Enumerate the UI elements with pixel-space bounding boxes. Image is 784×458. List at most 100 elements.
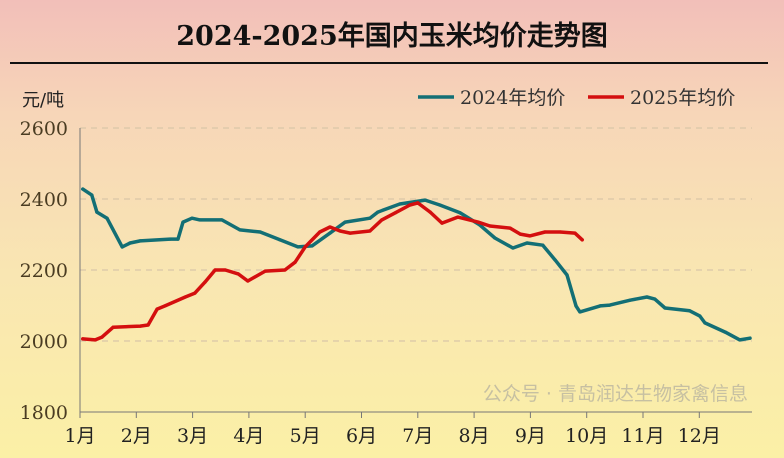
- data-point: [338, 229, 342, 233]
- x-tick-label: 11月: [621, 425, 664, 447]
- data-point: [368, 229, 372, 233]
- data-point: [518, 232, 522, 236]
- data-point: [328, 231, 332, 235]
- x-tick-label: 6月: [346, 425, 377, 447]
- x-tick-label: 1月: [64, 425, 95, 447]
- data-point: [128, 241, 132, 245]
- data-point: [438, 203, 442, 207]
- data-point: [111, 325, 115, 329]
- data-point: [198, 218, 202, 222]
- data-point: [541, 243, 545, 247]
- data-point: [181, 220, 185, 224]
- data-point: [368, 216, 372, 220]
- data-point: [580, 238, 584, 242]
- data-point: [476, 220, 480, 224]
- data-point: [653, 297, 657, 301]
- data-point: [508, 226, 512, 230]
- data-point: [456, 215, 460, 219]
- data-point: [293, 260, 297, 264]
- data-point: [348, 231, 352, 235]
- data-point: [528, 234, 532, 238]
- data-point: [203, 280, 207, 284]
- legend-label: 2024年均价: [460, 87, 565, 109]
- data-point: [258, 230, 262, 234]
- y-tick-label: 2000: [20, 331, 68, 353]
- data-point: [688, 309, 692, 313]
- watermark: 公众号 · 青岛润达生物家禽信息: [483, 383, 748, 405]
- data-point: [146, 323, 150, 327]
- data-point: [138, 324, 142, 328]
- series-line-2024年均价: [81, 187, 752, 342]
- x-tick-label: 3月: [177, 425, 208, 447]
- data-point: [318, 230, 322, 234]
- series-line-2025年均价: [81, 201, 584, 342]
- data-point: [90, 193, 94, 197]
- data-point: [193, 291, 197, 295]
- data-point: [440, 221, 444, 225]
- data-point: [81, 187, 85, 191]
- data-point: [303, 245, 307, 249]
- data-point: [238, 228, 242, 232]
- data-point: [183, 295, 187, 299]
- data-point: [565, 273, 569, 277]
- y-tick-label: 2600: [20, 118, 68, 140]
- data-point: [138, 239, 142, 243]
- data-point: [105, 216, 109, 220]
- data-point: [168, 237, 172, 241]
- data-point: [488, 224, 492, 228]
- data-point: [645, 295, 649, 299]
- x-tick-label: 9月: [515, 425, 546, 447]
- data-point: [703, 321, 707, 325]
- data-point: [93, 338, 97, 342]
- data-point: [310, 244, 314, 248]
- data-point: [398, 202, 402, 206]
- y-axis-label: 元/吨: [22, 90, 64, 111]
- x-tick-label: 8月: [459, 425, 490, 447]
- y-tick-label: 2200: [20, 260, 68, 282]
- x-tick-label: 10月: [565, 425, 608, 447]
- x-tick-label: 12月: [678, 425, 721, 447]
- data-point: [393, 211, 397, 215]
- data-point: [738, 338, 742, 342]
- x-tick-label: 5月: [290, 425, 321, 447]
- data-point: [163, 304, 167, 308]
- chart-title: 2024-2025年国内玉米均价走势图: [176, 21, 608, 52]
- data-point: [574, 304, 578, 308]
- data-point: [283, 268, 287, 272]
- data-point: [176, 237, 180, 241]
- y-tick-label: 1800: [20, 402, 68, 424]
- data-point: [120, 245, 124, 249]
- data-point: [608, 303, 612, 307]
- data-point: [100, 335, 104, 339]
- data-point: [573, 231, 577, 235]
- data-point: [95, 210, 99, 214]
- data-point: [236, 272, 240, 276]
- legend-label: 2025年均价: [630, 87, 735, 109]
- y-tick-label: 2400: [20, 189, 68, 211]
- data-point: [428, 210, 432, 214]
- data-point: [578, 310, 582, 314]
- data-point: [525, 241, 529, 245]
- title-underline: [10, 62, 768, 64]
- data-point: [190, 216, 194, 220]
- data-point: [423, 198, 427, 202]
- data-point: [376, 210, 380, 214]
- data-point: [155, 307, 159, 311]
- data-point: [511, 246, 515, 250]
- data-point: [223, 268, 227, 272]
- data-point: [81, 337, 85, 341]
- data-point: [328, 225, 332, 229]
- data-point: [628, 298, 632, 302]
- data-point: [278, 238, 282, 242]
- x-tick-label: 4月: [233, 425, 264, 447]
- data-point: [220, 218, 224, 222]
- data-point: [698, 314, 702, 318]
- data-point: [408, 203, 412, 207]
- data-point: [543, 230, 547, 234]
- data-point: [493, 236, 497, 240]
- x-tick-label: 7月: [402, 425, 433, 447]
- data-point: [416, 201, 420, 205]
- data-point: [558, 230, 562, 234]
- data-point: [246, 279, 250, 283]
